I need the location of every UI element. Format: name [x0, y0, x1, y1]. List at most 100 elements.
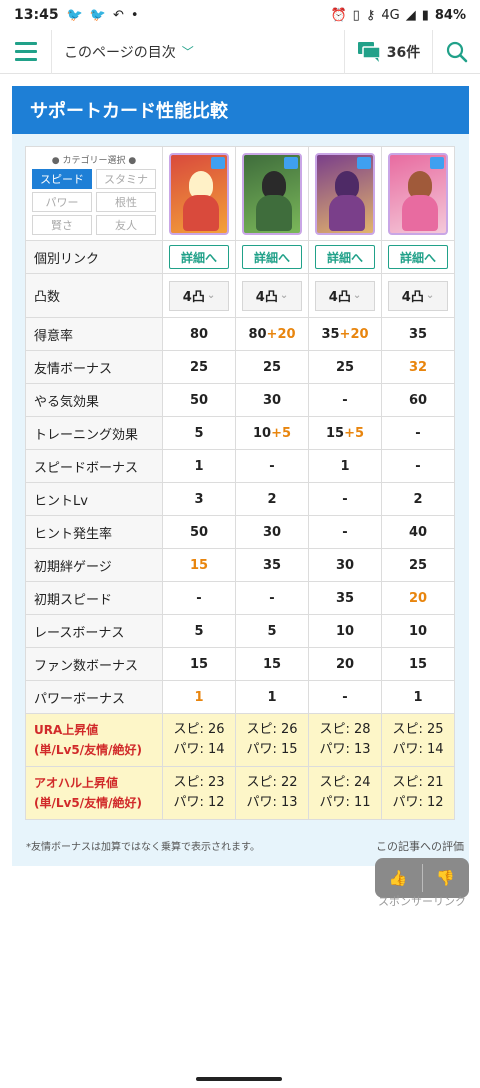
cell-bonus-value: 1	[194, 689, 204, 705]
cell-bonus-value: +5	[344, 425, 365, 441]
category-button[interactable]: スタミナ	[96, 168, 156, 189]
cell-value: 35	[262, 557, 282, 573]
table-cell: 4凸 ⌄	[235, 273, 309, 318]
aoharu-cell: スピ: 22 パワ: 13	[235, 766, 309, 820]
table-row: ファン数ボーナス 15 15 20 15	[25, 647, 455, 681]
card-image[interactable]	[242, 152, 302, 235]
stat-gain-line: スピ: 28	[319, 722, 371, 737]
sponsor-label: スポンサーリンク	[378, 895, 466, 908]
detail-link-button[interactable]: 詳細へ	[315, 245, 375, 269]
table-cell: -	[381, 449, 455, 483]
cell-value: 1	[194, 458, 204, 474]
menu-button[interactable]	[0, 29, 52, 74]
cell-value: 25	[262, 359, 282, 375]
detail-link-button[interactable]: 詳細へ	[242, 245, 302, 269]
hamburger-icon	[14, 42, 37, 45]
detail-link-button[interactable]: 詳細へ	[388, 245, 448, 269]
table-cell: -	[162, 581, 236, 615]
thumbs-up-button[interactable]: 👍	[375, 858, 422, 898]
row-label: 初期スピード	[25, 581, 163, 615]
table-cell: 4凸 ⌄	[162, 273, 236, 318]
table-cell: 1	[381, 680, 455, 714]
card-row: ● カテゴリー選択 ● スピード スタミナ パワー 根性 賢さ 友人	[25, 146, 455, 241]
table-row: スピードボーナス 1 - 1 -	[25, 449, 455, 483]
table-cell: -	[308, 515, 382, 549]
rating-buttons: 👍 👎	[375, 858, 469, 898]
status-bar: 13:45 🐦 🐦 ↶ • ⏰ ▯ ⚷ 4G ◢ ▮ 84%	[0, 0, 480, 30]
category-button[interactable]: 賢さ	[32, 214, 92, 235]
comparison-panel: サポートカード性能比較 ● カテゴリー選択 ● スピード スタミナ パワー 根性 賢さ友…	[12, 86, 469, 866]
table-cell: 25	[235, 350, 309, 384]
category-button[interactable]: スピード	[32, 168, 92, 189]
limit-break-select[interactable]: 4凸 ⌄	[388, 280, 448, 311]
cell-value: -	[342, 392, 348, 408]
table-cell: -	[308, 680, 382, 714]
cell-value: 1	[267, 689, 277, 705]
limit-break-value: 4凸	[401, 290, 424, 305]
table-cell: -	[308, 482, 382, 516]
home-indicator[interactable]	[196, 1077, 282, 1081]
limit-break-select[interactable]: 4凸 ⌄	[242, 280, 302, 311]
table-cell: 15	[162, 548, 236, 582]
cell-bonus-value: 15	[189, 557, 209, 573]
cell-value: -	[196, 590, 202, 606]
table-cell: 1	[162, 449, 236, 483]
dot-icon: •	[130, 7, 139, 23]
table-cell: 35	[235, 548, 309, 582]
search-icon	[446, 41, 467, 62]
search-button[interactable]	[432, 29, 480, 74]
table-cell: 80+20	[235, 317, 309, 351]
cell-value: 60	[408, 392, 428, 408]
rating-label: この記事への評価	[376, 840, 464, 853]
cell-bonus-value: 20	[408, 590, 428, 606]
table-cell: -	[308, 383, 382, 417]
table-cell: 10	[308, 614, 382, 648]
alarm-icon: ⏰	[330, 7, 347, 23]
detail-link-button[interactable]: 詳細へ	[169, 245, 229, 269]
toc-dropdown[interactable]: このページの目次 ﹀	[52, 42, 344, 62]
card-type-icon	[357, 156, 371, 169]
row-label: 得意率	[25, 317, 163, 351]
rating-divider	[421, 864, 423, 892]
table-cell: 詳細へ	[308, 240, 382, 274]
limit-break-value: 4凸	[328, 290, 351, 305]
card-figure-body	[402, 194, 438, 231]
card-image[interactable]	[315, 152, 375, 235]
table-cell: 30	[235, 515, 309, 549]
cell-value: 2	[267, 491, 277, 507]
table-row: ヒントLv 3 2 - 2	[25, 482, 455, 516]
row-label: 友情ボーナス	[25, 350, 163, 384]
table-cell: 32	[381, 350, 455, 384]
thumbs-down-icon: 👎	[436, 869, 456, 887]
card-image[interactable]	[388, 152, 448, 235]
table-row: 友情ボーナス 25 25 25 32	[25, 350, 455, 384]
ura-label: URA上昇値 (単/Lv5/友情/絶好)	[25, 713, 163, 767]
category-button[interactable]: 友人	[96, 214, 156, 235]
cell-value: 1	[413, 689, 423, 705]
table-cell: 15	[162, 647, 236, 681]
limit-break-select[interactable]: 4凸 ⌄	[169, 280, 229, 311]
row-label: ヒントLv	[25, 482, 163, 516]
cell-value: 30	[262, 524, 282, 540]
card-figure-body	[183, 194, 219, 231]
card-image[interactable]	[169, 152, 229, 235]
cell-value: 10	[252, 425, 272, 441]
stat-gain-line: スピ: 22	[246, 775, 298, 790]
stat-gain-line: パワ: 12	[173, 795, 225, 810]
stat-gain-line: パワ: 12	[392, 795, 444, 810]
table-cell: 80	[162, 317, 236, 351]
cell-bonus-value: 32	[408, 359, 428, 375]
comments-button[interactable]: 36件	[344, 29, 432, 74]
card-figure	[335, 170, 359, 199]
table-cell: -	[235, 581, 309, 615]
cell-value: 10	[408, 623, 428, 639]
limit-break-select[interactable]: 4凸 ⌄	[315, 280, 375, 311]
thumbs-up-icon: 👍	[388, 869, 408, 887]
thumbs-down-button[interactable]: 👎	[423, 858, 470, 898]
ura-cell: スピ: 25 パワ: 14	[381, 713, 455, 767]
ura-cell: スピ: 26 パワ: 15	[235, 713, 309, 767]
category-button[interactable]: パワー	[32, 191, 92, 212]
category-button[interactable]: 根性	[96, 191, 156, 212]
row-label: 凸数	[25, 273, 163, 318]
cell-bonus-value: +20	[339, 326, 369, 342]
